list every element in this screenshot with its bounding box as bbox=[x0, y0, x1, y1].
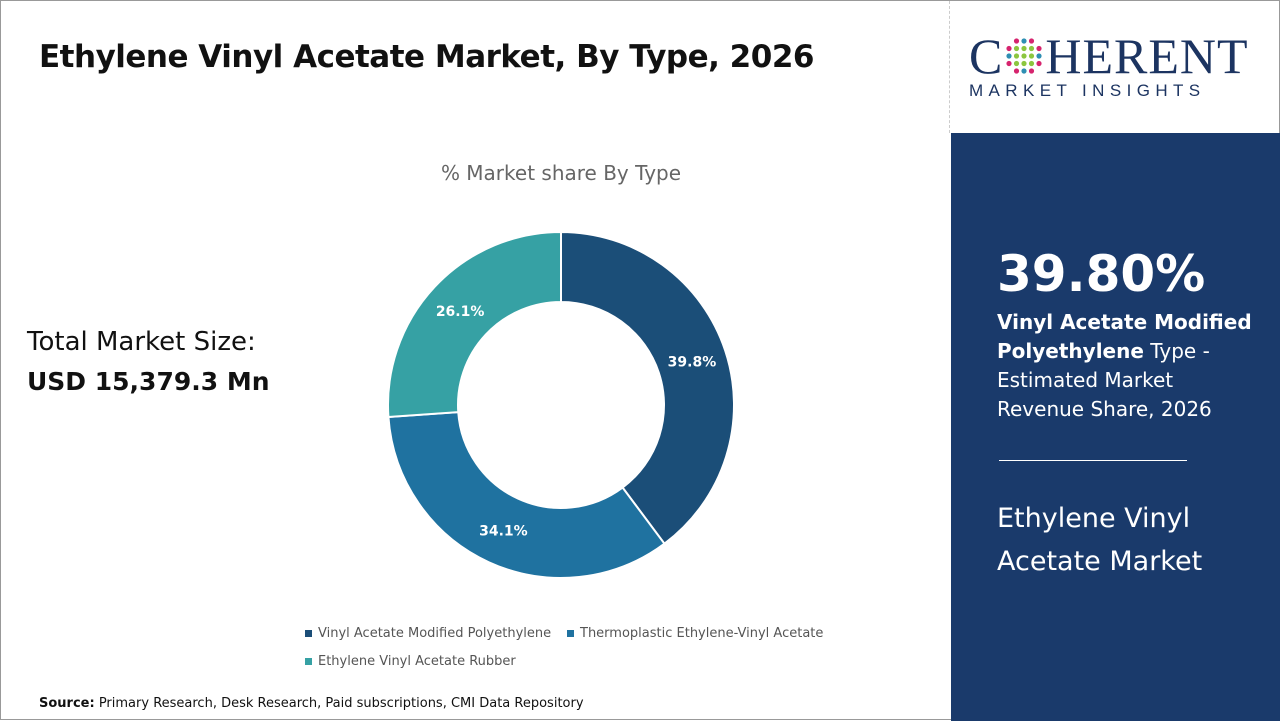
logo-letter: C bbox=[969, 28, 1004, 84]
total-market-value: USD 15,379.3 Mn bbox=[27, 367, 270, 396]
total-market-label: Total Market Size: bbox=[27, 327, 256, 357]
donut-slice bbox=[387, 411, 666, 579]
logo-text: HERENT bbox=[1045, 28, 1249, 84]
logo-subtext: MARKET INSIGHTS bbox=[969, 81, 1206, 100]
source-text: Primary Research, Desk Research, Paid su… bbox=[94, 696, 584, 711]
highlight-segment: Vinyl Acetate Modified Polyethylene bbox=[997, 310, 1252, 363]
highlight-text: Type - Estimated Market Revenue Share, 2… bbox=[997, 339, 1212, 421]
legend-item: Thermoplastic Ethylene-Vinyl Acetate bbox=[567, 626, 823, 641]
highlight-description: Vinyl Acetate Modified Polyethylene Type… bbox=[997, 308, 1257, 424]
donut-slice bbox=[560, 230, 735, 546]
globe-icon bbox=[1006, 38, 1042, 74]
donut-slice bbox=[387, 230, 562, 419]
legend-label: Thermoplastic Ethylene-Vinyl Acetate bbox=[580, 626, 824, 641]
legend-label: Ethylene Vinyl Acetate Rubber bbox=[318, 654, 516, 669]
legend-swatch bbox=[567, 630, 574, 637]
divider bbox=[949, 1, 950, 133]
highlight-percent: 39.80% bbox=[997, 245, 1206, 303]
legend-item: Vinyl Acetate Modified Polyethylene bbox=[305, 626, 551, 641]
legend-swatch bbox=[305, 630, 312, 637]
data-label: 34.1% bbox=[479, 523, 528, 539]
highlight-panel: 39.80% Vinyl Acetate Modified Polyethyle… bbox=[951, 133, 1280, 721]
legend-label: Vinyl Acetate Modified Polyethylene bbox=[318, 626, 552, 641]
company-logo: C HERENT MARKET INSIGHTS bbox=[969, 31, 1269, 101]
source-note: Source: Primary Research, Desk Research,… bbox=[39, 696, 584, 711]
legend-item: Ethylene Vinyl Acetate Rubber bbox=[305, 654, 516, 669]
page-title: Ethylene Vinyl Acetate Market, By Type, … bbox=[39, 39, 814, 75]
data-label: 26.1% bbox=[436, 304, 485, 320]
divider bbox=[999, 460, 1187, 461]
legend-swatch bbox=[305, 658, 312, 665]
market-name: Ethylene Vinyl Acetate Market bbox=[997, 503, 1203, 577]
chart-title: % Market share By Type bbox=[440, 161, 682, 185]
source-label: Source: bbox=[39, 696, 95, 711]
data-label: 39.8% bbox=[668, 355, 717, 371]
donut-chart: 39.8% 34.1% 26.1% bbox=[387, 230, 735, 579]
